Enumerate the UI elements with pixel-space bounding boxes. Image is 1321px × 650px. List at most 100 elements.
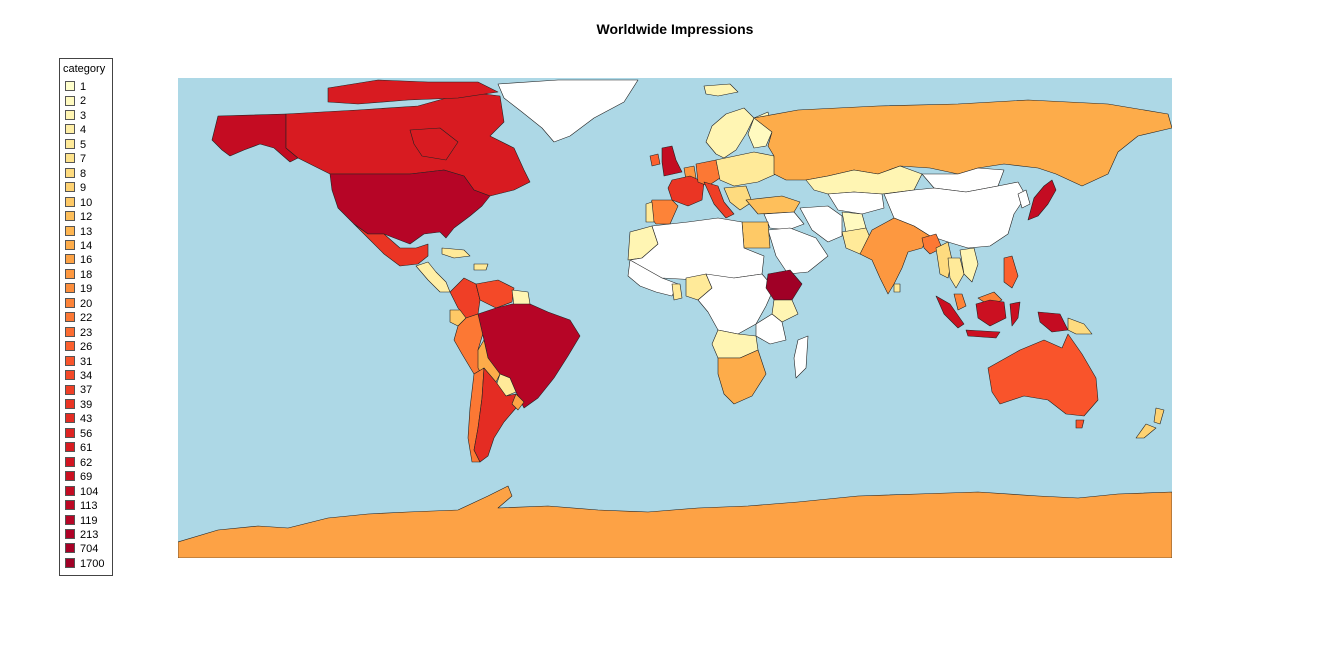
legend-entry: 9 <box>65 182 86 194</box>
legend-entry: 3 <box>65 110 86 122</box>
legend-entry: 2 <box>65 95 86 107</box>
legend-entry: 5 <box>65 139 86 151</box>
legend-entry: 23 <box>65 327 92 339</box>
legend-label: 22 <box>80 312 93 325</box>
legend-label: 39 <box>80 398 93 411</box>
legend-entry: 62 <box>65 457 92 469</box>
legend-swatch <box>65 240 75 251</box>
legend-swatch <box>65 485 75 496</box>
Caribbean <box>441 247 489 271</box>
Uruguay <box>511 393 525 411</box>
Java <box>965 329 1001 339</box>
legend-swatch <box>65 297 75 308</box>
legend-label: 9 <box>80 182 87 195</box>
legend-entry: 213 <box>65 529 98 541</box>
legend-swatch <box>65 167 75 178</box>
legend-swatch <box>65 81 75 92</box>
legend-swatch <box>65 427 75 438</box>
legend-label: 213 <box>80 528 99 541</box>
legend-entry: 10 <box>65 197 92 209</box>
Vietnam <box>959 247 979 283</box>
legend-entry: 34 <box>65 370 92 382</box>
legend-label: 20 <box>80 297 93 310</box>
legend-label: 62 <box>80 456 93 469</box>
Egypt <box>741 221 771 249</box>
legend-label: 18 <box>80 268 93 281</box>
legend-label: 4 <box>80 124 87 137</box>
legend-label: 5 <box>80 138 87 151</box>
Sumatra <box>935 295 965 329</box>
legend-swatch <box>65 268 75 279</box>
legend: category 1 2 3 4 5 7 8 9 10 12 13 14 16 18 19 20 22 23 26 3… <box>59 58 113 576</box>
legend-label: 43 <box>80 413 93 426</box>
Turkey <box>745 195 801 215</box>
Mexico <box>353 223 429 267</box>
legend-label: 7 <box>80 153 87 166</box>
Balkans <box>723 185 753 211</box>
Venezuela <box>475 279 515 309</box>
legend-swatch <box>65 326 75 337</box>
legend-title: category <box>63 63 106 75</box>
legend-label: 26 <box>80 341 93 354</box>
Antarctica <box>178 485 1172 558</box>
legend-entry: 119 <box>65 515 98 527</box>
world-map <box>178 78 1172 558</box>
Argentina <box>473 367 517 463</box>
legend-swatch <box>65 153 75 164</box>
legend-swatch <box>65 471 75 482</box>
legend-label: 14 <box>80 239 93 252</box>
legend-entry: 18 <box>65 269 92 281</box>
Borneo <box>975 299 1007 327</box>
Ghana <box>671 283 683 301</box>
legend-label: 10 <box>80 196 93 209</box>
Japan <box>1027 179 1057 221</box>
legend-label: 8 <box>80 167 87 180</box>
Australia <box>987 333 1099 417</box>
legend-label: 31 <box>80 355 93 368</box>
legend-label: 2 <box>80 95 87 108</box>
legend-entry: 20 <box>65 298 92 310</box>
legend-entry: 1700 <box>65 558 104 570</box>
Canada <box>327 79 499 105</box>
legend-entry: 16 <box>65 254 92 266</box>
legend-entry: 56 <box>65 428 92 440</box>
Iran <box>799 205 843 243</box>
legend-entry: 39 <box>65 399 92 411</box>
legend-label: 23 <box>80 326 93 339</box>
New Guinea <box>1037 311 1069 333</box>
Germany <box>695 159 721 187</box>
legend-entry: 37 <box>65 384 92 396</box>
Papua New Guinea <box>1067 317 1093 335</box>
Sri Lanka <box>893 283 901 293</box>
Eastern Europe <box>715 151 777 187</box>
legend-entry: 7 <box>65 153 86 165</box>
legend-label: 119 <box>80 514 98 527</box>
legend-label: 61 <box>80 442 93 455</box>
legend-swatch <box>65 124 75 135</box>
legend-swatch <box>65 182 75 193</box>
legend-label: 56 <box>80 427 93 440</box>
legend-swatch <box>65 557 75 568</box>
Middle East <box>763 211 805 231</box>
legend-entry: 61 <box>65 442 92 454</box>
legend-swatch <box>65 355 75 366</box>
legend-swatch <box>65 211 75 222</box>
legend-label: 37 <box>80 384 93 397</box>
legend-swatch <box>65 138 75 149</box>
legend-label: 113 <box>80 500 98 513</box>
Ireland <box>649 153 661 167</box>
legend-swatch <box>65 370 75 381</box>
Korea <box>1017 189 1031 209</box>
legend-swatch <box>65 514 75 525</box>
legend-swatch <box>65 500 75 511</box>
legend-swatch <box>65 543 75 554</box>
legend-swatch <box>65 254 75 265</box>
Italy <box>703 181 735 219</box>
legend-entry: 22 <box>65 312 92 324</box>
legend-label: 69 <box>80 471 93 484</box>
Central Africa <box>697 273 775 335</box>
legend-swatch <box>65 109 75 120</box>
legend-entry: 43 <box>65 413 92 425</box>
legend-swatch <box>65 95 75 106</box>
Philippines <box>1003 255 1019 289</box>
